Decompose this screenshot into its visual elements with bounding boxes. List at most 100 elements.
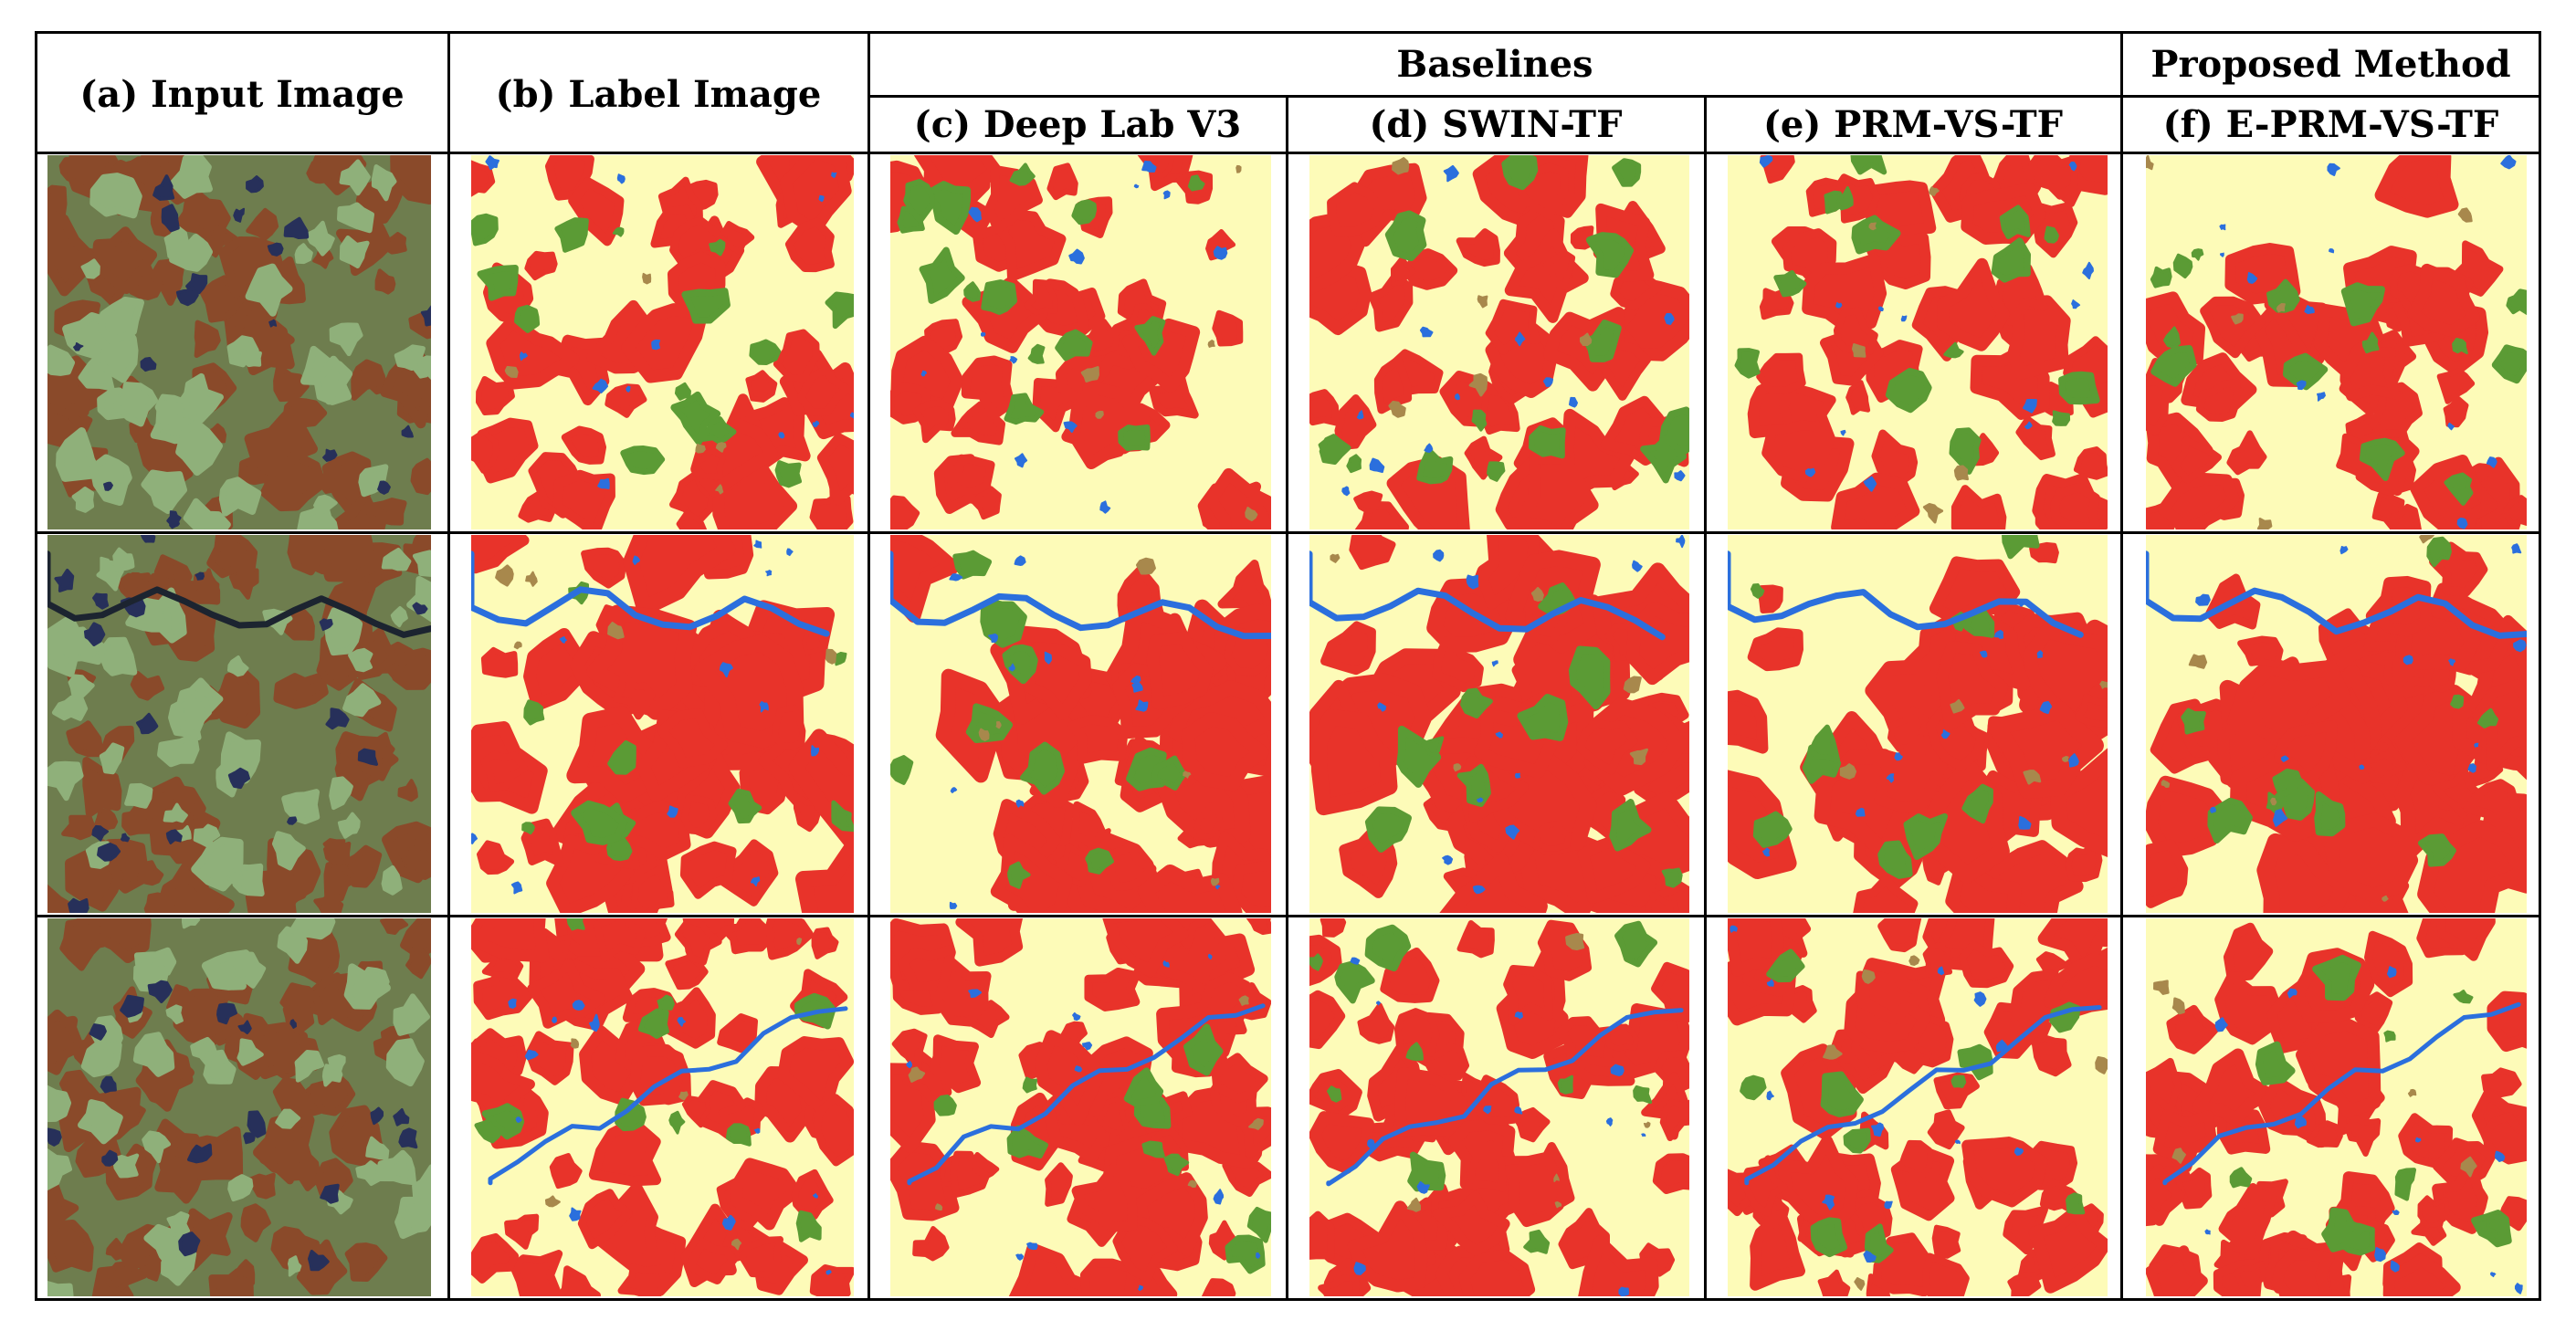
water-region bbox=[1141, 160, 1157, 173]
urban-region bbox=[1045, 1162, 1073, 1207]
water-region bbox=[2359, 764, 2365, 770]
vegetation-region bbox=[513, 304, 541, 333]
bare-region bbox=[607, 622, 625, 640]
urban-region bbox=[729, 1158, 802, 1231]
urban-region bbox=[471, 160, 496, 197]
water-region bbox=[1099, 500, 1111, 514]
urban-region bbox=[680, 794, 718, 835]
vegetation-region bbox=[1384, 210, 1427, 262]
water-region bbox=[950, 787, 958, 794]
vegetation-region bbox=[2383, 1030, 2396, 1043]
vegetation-region bbox=[952, 550, 993, 580]
urban-region bbox=[811, 927, 839, 959]
water-region bbox=[1759, 155, 1773, 168]
water-region bbox=[968, 989, 983, 999]
urban-region bbox=[950, 1150, 991, 1198]
vegetation-region bbox=[1405, 1042, 1424, 1062]
vegetation-region bbox=[571, 800, 627, 845]
bare-region bbox=[1392, 157, 1410, 175]
water-region bbox=[2287, 988, 2297, 999]
river bbox=[488, 1006, 848, 1186]
vegetation-region bbox=[2058, 371, 2100, 405]
shadow-patch bbox=[54, 568, 75, 592]
field-patch bbox=[78, 351, 115, 392]
water-region bbox=[2486, 456, 2497, 468]
field-patch bbox=[312, 355, 352, 405]
urban-region bbox=[1652, 1153, 1689, 1194]
urban-region bbox=[1320, 918, 1347, 938]
grid-line bbox=[2539, 31, 2541, 1301]
river bbox=[1326, 1008, 1684, 1187]
water-region bbox=[1419, 326, 1434, 338]
segmentation-map bbox=[1309, 918, 1689, 1296]
urban-region bbox=[1439, 853, 1548, 913]
water-region bbox=[1835, 301, 1843, 309]
bare-region bbox=[1210, 877, 1220, 886]
field-patch bbox=[412, 550, 431, 577]
water-region bbox=[2280, 755, 2289, 762]
urban-region bbox=[2007, 1272, 2042, 1296]
terrain-patch bbox=[208, 1268, 255, 1296]
field-patch bbox=[329, 776, 353, 811]
shadow-patch bbox=[178, 1231, 201, 1257]
water-region bbox=[1804, 467, 1816, 477]
shadow-patch bbox=[319, 618, 333, 632]
urban-region bbox=[525, 1031, 574, 1085]
water-region bbox=[632, 555, 641, 566]
shadow-patch bbox=[91, 824, 110, 842]
vegetation-region bbox=[2266, 278, 2300, 313]
urban-region bbox=[2043, 952, 2108, 1017]
urban-region bbox=[745, 370, 778, 403]
segmentation-map bbox=[2146, 535, 2527, 913]
water-region bbox=[1014, 453, 1028, 468]
water-region bbox=[1676, 535, 1686, 549]
shadow-patch bbox=[135, 712, 159, 735]
bare-region bbox=[731, 1238, 742, 1251]
bare-region bbox=[2231, 313, 2244, 325]
water-region bbox=[1341, 486, 1351, 497]
water-region bbox=[1133, 183, 1140, 189]
urban-region bbox=[568, 177, 625, 246]
field-patch bbox=[417, 355, 431, 381]
vegetation-region bbox=[933, 1095, 957, 1116]
urban-region bbox=[549, 1153, 583, 1190]
urban-region bbox=[2374, 155, 2459, 218]
vegetation-region bbox=[2321, 1207, 2367, 1252]
bare-region bbox=[978, 728, 990, 741]
water-region bbox=[1495, 731, 1504, 739]
label-image bbox=[471, 918, 854, 1296]
vegetation-region bbox=[2044, 225, 2059, 244]
field-patch bbox=[385, 1038, 425, 1087]
swin-tf-result bbox=[1309, 918, 1689, 1296]
water-region bbox=[1871, 1122, 1885, 1137]
urban-region bbox=[718, 1097, 762, 1137]
water-region bbox=[1822, 1194, 1835, 1210]
water-region bbox=[1979, 650, 1988, 658]
vegetation-region bbox=[980, 598, 1027, 648]
field-patch bbox=[203, 1049, 237, 1085]
vegetation-region bbox=[477, 265, 519, 301]
water-region bbox=[1416, 1181, 1430, 1194]
water-region bbox=[1884, 1200, 1893, 1210]
water-region bbox=[721, 1214, 736, 1231]
vegetation-region bbox=[2181, 707, 2206, 735]
water-region bbox=[1015, 799, 1025, 808]
shadow-patch bbox=[267, 242, 284, 257]
water-region bbox=[2036, 650, 2044, 658]
bare-region bbox=[1623, 676, 1642, 694]
bare-region bbox=[2171, 1148, 2186, 1164]
bare-region bbox=[1406, 1197, 1421, 1212]
vegetation-region bbox=[1071, 199, 1098, 225]
water-region bbox=[2195, 593, 2211, 606]
water-region bbox=[1542, 377, 1554, 387]
shadow-patch bbox=[237, 1020, 252, 1035]
vegetation-region bbox=[670, 391, 721, 445]
field-patch bbox=[68, 674, 95, 698]
vegetation-region bbox=[668, 1110, 686, 1135]
urban-region bbox=[692, 446, 727, 480]
vegetation-region bbox=[1949, 427, 1982, 475]
water-region bbox=[1477, 797, 1484, 803]
urban-region bbox=[2296, 1018, 2381, 1118]
water-region bbox=[2013, 1147, 2024, 1156]
